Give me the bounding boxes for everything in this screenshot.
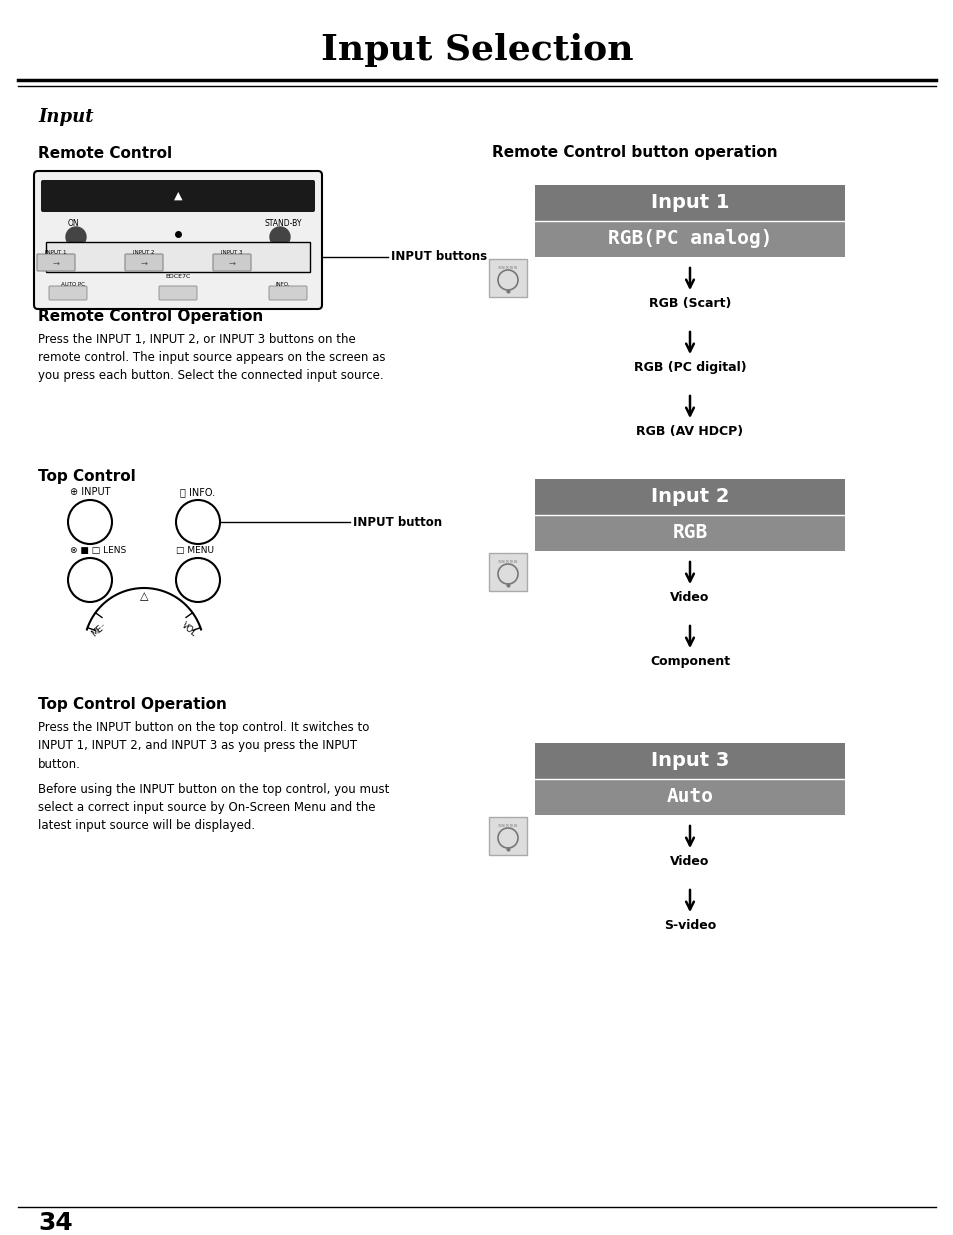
Text: Video: Video [670, 592, 709, 604]
Bar [489, 553, 526, 592]
Text: INPUT 3: INPUT 3 [221, 249, 242, 254]
Text: INPUT button: INPUT button [353, 515, 441, 529]
Circle shape [66, 227, 86, 247]
Text: select a correct input source by On-Screen Menu and the: select a correct input source by On-Scre… [38, 802, 375, 815]
Text: INFO.: INFO. [275, 283, 290, 288]
Text: INPUT buttons: INPUT buttons [391, 251, 487, 263]
Bar [489, 818, 526, 855]
Text: ≈≈×≈≈: ≈≈×≈≈ [497, 559, 517, 564]
Bar [535, 221, 844, 257]
Text: STAND-BY: STAND-BY [264, 219, 301, 227]
Circle shape [270, 227, 290, 247]
Text: RGB (AV HDCP): RGB (AV HDCP) [636, 425, 742, 438]
Text: RGB (Scart): RGB (Scart) [648, 296, 730, 310]
Text: Input 3: Input 3 [650, 752, 728, 771]
Text: Remote Control: Remote Control [38, 146, 172, 161]
Bar [46, 242, 310, 272]
Text: →: → [140, 258, 148, 268]
Text: button.: button. [38, 757, 81, 771]
Text: ≈≈×≈≈: ≈≈×≈≈ [497, 266, 517, 270]
Text: Input Selection: Input Selection [320, 33, 633, 67]
Text: S-video: S-video [663, 919, 716, 932]
Text: ⊗ ■ □ LENS: ⊗ ■ □ LENS [70, 546, 126, 555]
Text: Auto: Auto [666, 788, 713, 806]
Text: INPUT 2: INPUT 2 [133, 249, 154, 254]
Text: ▲: ▲ [173, 191, 182, 201]
Text: latest input source will be displayed.: latest input source will be displayed. [38, 820, 254, 832]
Text: Press the INPUT button on the top control. It switches to: Press the INPUT button on the top contro… [38, 721, 369, 735]
Text: VOL: VOL [179, 621, 198, 638]
Bar [535, 743, 844, 779]
Text: ME⁻: ME⁻ [90, 621, 109, 638]
Bar [535, 515, 844, 551]
Text: Before using the INPUT button on the top control, you must: Before using the INPUT button on the top… [38, 783, 389, 797]
Text: Top Control: Top Control [38, 469, 135, 484]
Bar [489, 259, 526, 296]
Text: →: → [52, 258, 59, 268]
Bar [535, 479, 844, 515]
Text: Press the INPUT 1, INPUT 2, or INPUT 3 buttons on the: Press the INPUT 1, INPUT 2, or INPUT 3 b… [38, 333, 355, 347]
Text: Input 2: Input 2 [650, 488, 728, 506]
Text: Video: Video [670, 855, 709, 868]
Text: Input 1: Input 1 [650, 194, 728, 212]
Text: you press each button. Select the connected input source.: you press each button. Select the connec… [38, 369, 383, 383]
Bar [535, 185, 844, 221]
Text: Top Control Operation: Top Control Operation [38, 698, 227, 713]
FancyBboxPatch shape [269, 287, 307, 300]
Text: →: → [229, 258, 235, 268]
FancyBboxPatch shape [213, 254, 251, 270]
Text: RGB (PC digital): RGB (PC digital) [633, 361, 745, 374]
Text: Remote Control Operation: Remote Control Operation [38, 310, 263, 325]
Text: RGB(PC analog): RGB(PC analog) [607, 230, 771, 248]
FancyBboxPatch shape [159, 287, 196, 300]
Text: INPUT 1: INPUT 1 [45, 249, 67, 254]
Text: INPUT 1, INPUT 2, and INPUT 3 as you press the INPUT: INPUT 1, INPUT 2, and INPUT 3 as you pre… [38, 740, 356, 752]
Text: ⓘ INFO.: ⓘ INFO. [180, 487, 214, 496]
FancyBboxPatch shape [125, 254, 163, 270]
Text: RGB: RGB [672, 524, 707, 542]
Bar [535, 779, 844, 815]
Text: Input: Input [38, 107, 93, 126]
FancyBboxPatch shape [37, 254, 75, 270]
FancyBboxPatch shape [41, 180, 314, 212]
Text: AUTO PC: AUTO PC [61, 283, 85, 288]
FancyBboxPatch shape [49, 287, 87, 300]
Text: remote control. The input source appears on the screen as: remote control. The input source appears… [38, 352, 385, 364]
Text: Remote Control button operation: Remote Control button operation [492, 146, 777, 161]
Text: □ MENU: □ MENU [175, 546, 213, 555]
Text: EDCE7C: EDCE7C [165, 273, 191, 279]
Text: △: △ [139, 592, 148, 601]
FancyBboxPatch shape [34, 170, 322, 309]
Text: ≈≈×≈≈: ≈≈×≈≈ [497, 823, 517, 827]
Text: ON: ON [67, 219, 79, 227]
Text: 34: 34 [38, 1212, 72, 1235]
Text: ⊕ INPUT: ⊕ INPUT [70, 487, 111, 496]
Text: Component: Component [649, 655, 729, 668]
